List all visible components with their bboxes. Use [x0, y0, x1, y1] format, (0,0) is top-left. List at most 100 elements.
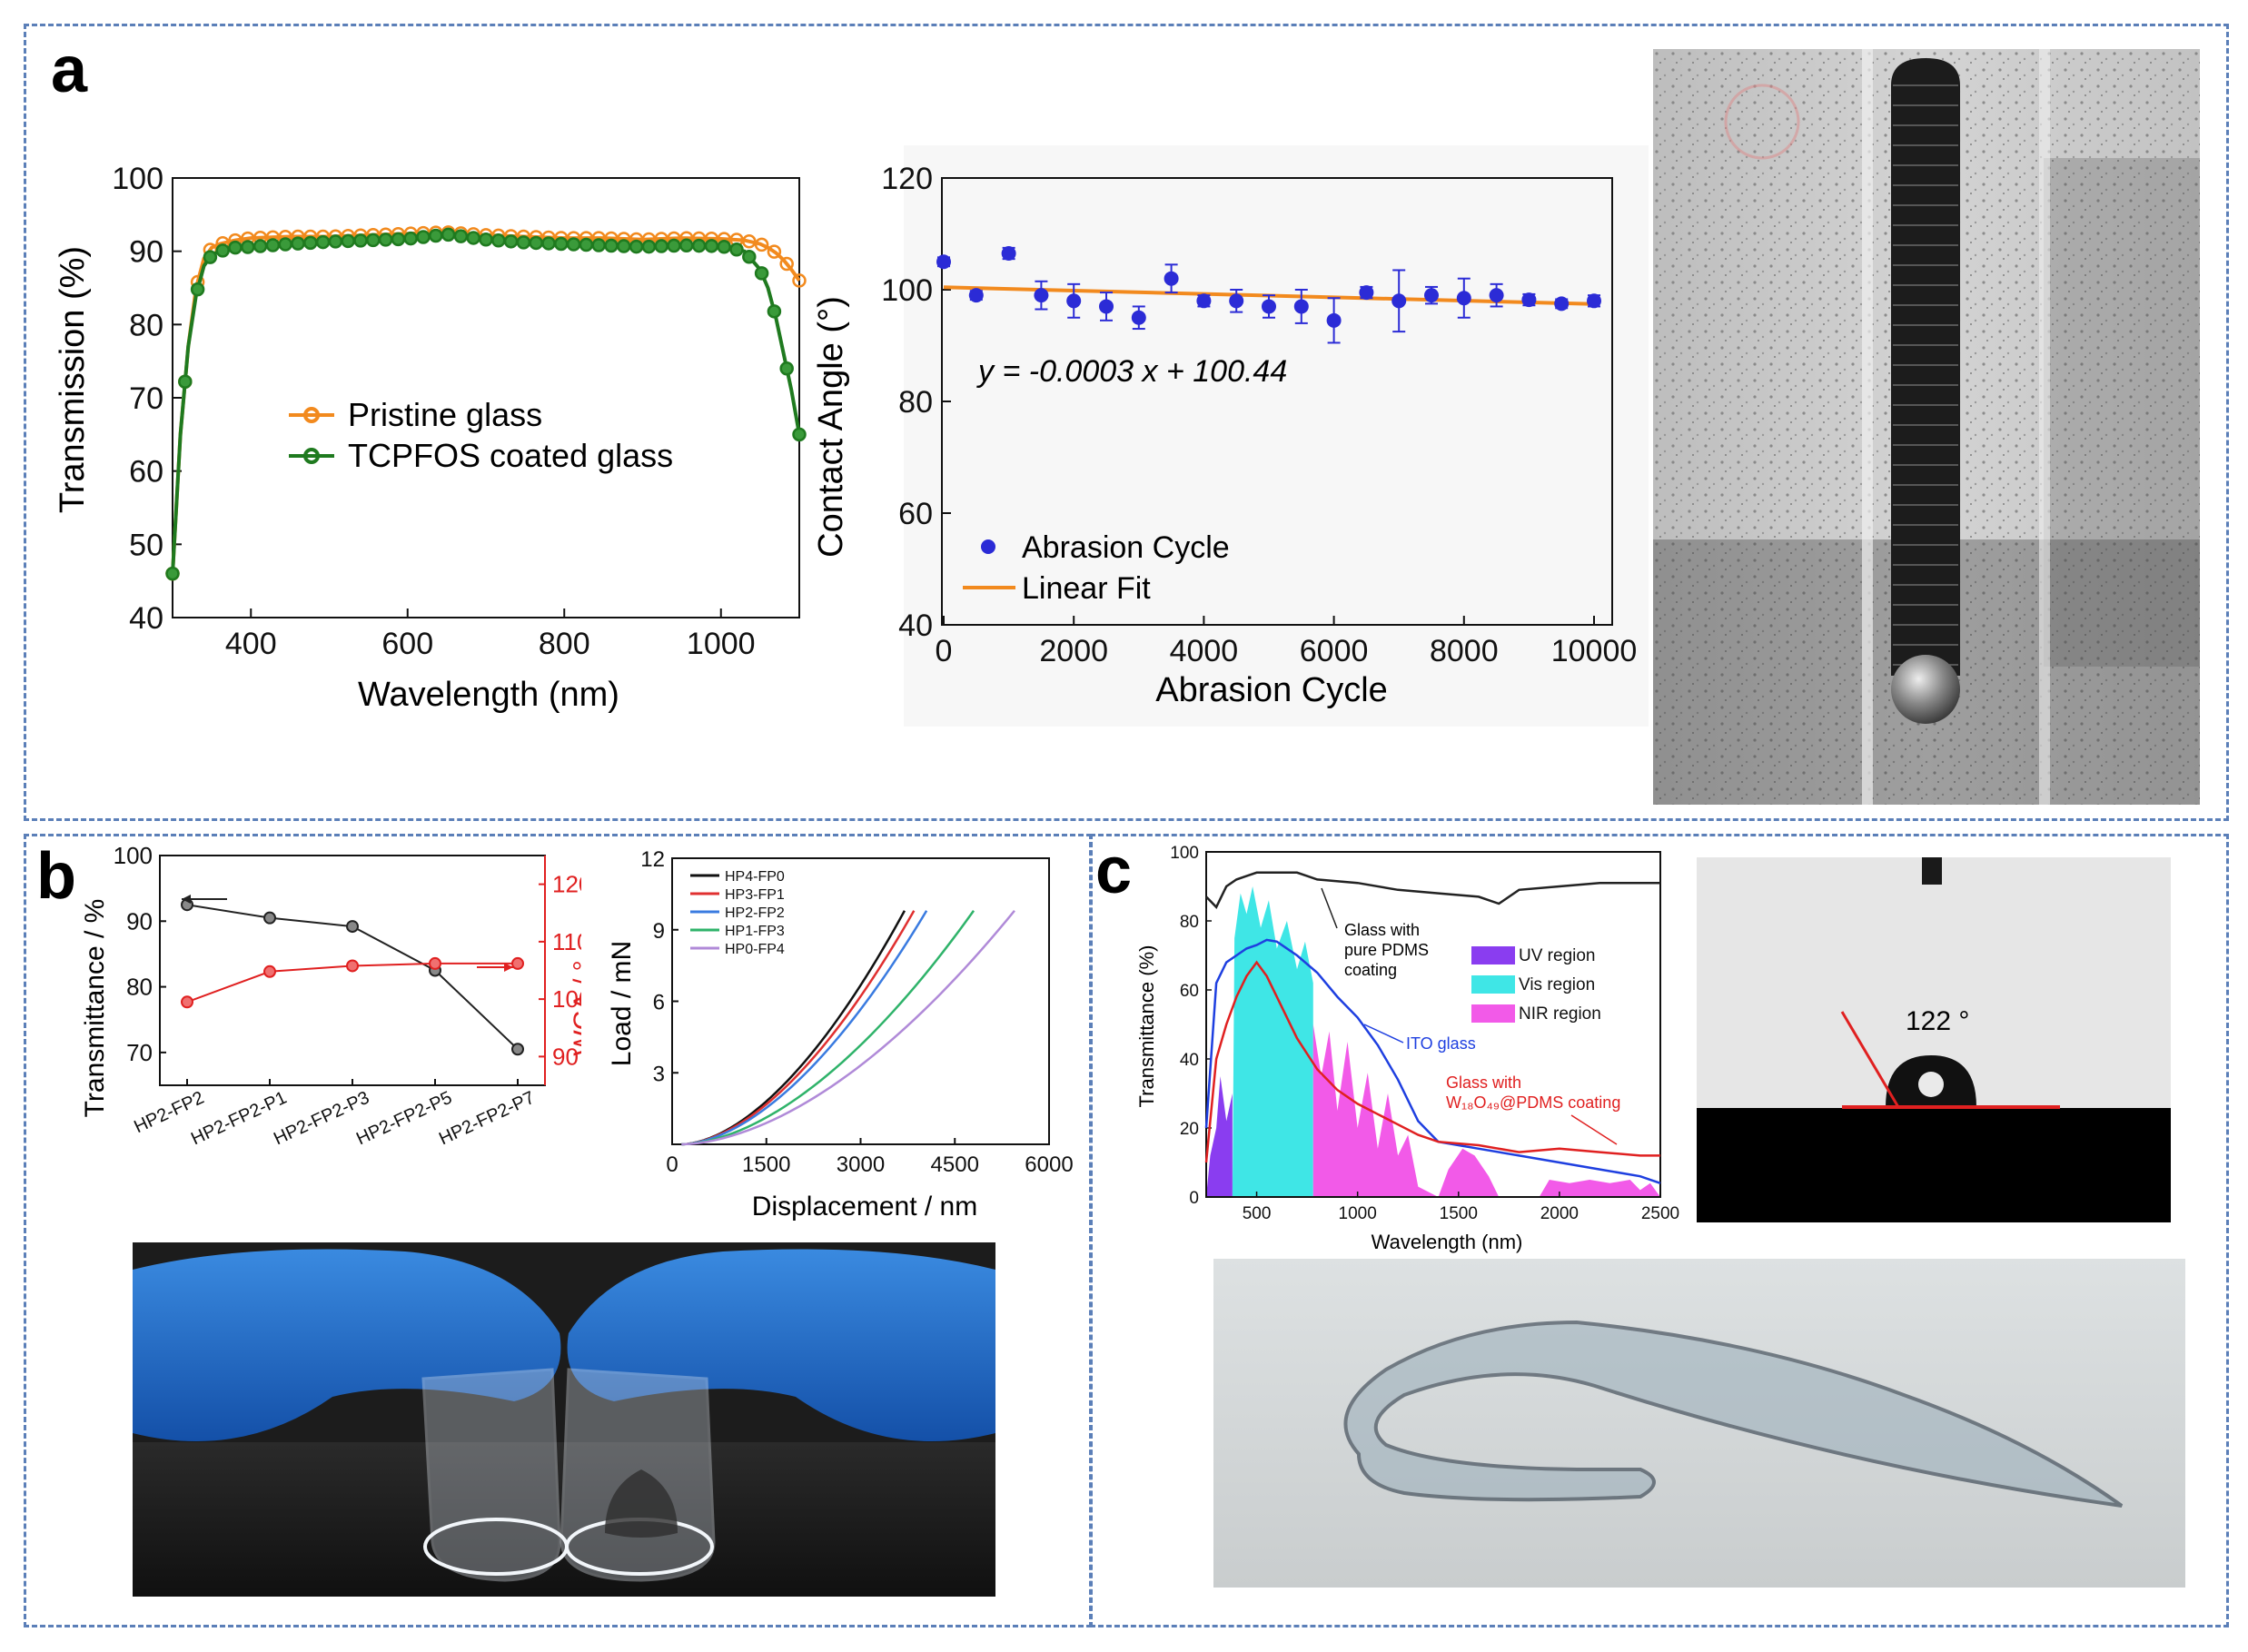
chart-c-ylabel: Transmittance (%) [1135, 945, 1158, 1108]
series-point [541, 236, 556, 251]
data-point [1521, 292, 1537, 308]
chart-b2-xlabel: Displacement / nm [752, 1192, 977, 1222]
y-tick-label: 100 [112, 162, 163, 196]
chart-a2-legend: Abrasion Cycle Linear Fit [963, 530, 1230, 606]
series-point [529, 235, 543, 251]
series-point [181, 995, 193, 1009]
data-point [1359, 285, 1374, 301]
series-line-2 [1204, 960, 1660, 1163]
data-point [968, 288, 984, 303]
annot-w18-2: W₁₈O₄₉@PDMS coating [1446, 1093, 1620, 1112]
series-point [516, 235, 531, 250]
series-point [165, 566, 180, 581]
x-tick-label: 2000 [1540, 1204, 1579, 1223]
legend-label-pristine: Pristine glass [348, 396, 542, 433]
series-point [241, 240, 255, 254]
chart-background [904, 145, 1649, 727]
annot-pdms-2: pure PDMS [1344, 941, 1429, 959]
series-point [263, 964, 276, 978]
series-point [779, 256, 794, 272]
data-point [1554, 296, 1570, 312]
data-point [1587, 293, 1601, 309]
series-point [754, 237, 769, 252]
series-point [654, 239, 668, 253]
series-point [315, 234, 331, 250]
chart-a1-ylabel: Transmission (%) [54, 246, 92, 513]
chart-c-xlabel: Wavelength (nm) [1372, 1231, 1523, 1253]
series-point [291, 236, 305, 251]
series-point [253, 239, 268, 253]
y-tick-label: 40 [898, 608, 933, 643]
legend-swatch [1471, 946, 1515, 964]
legend-swatch [1471, 1004, 1515, 1023]
series-point [366, 232, 381, 248]
data-point [1262, 299, 1276, 314]
x-tick-label: 0 [666, 1152, 678, 1177]
y-tick-label: 60 [129, 455, 163, 490]
series-line-0 [1205, 871, 1660, 909]
y-tick-label: 6 [653, 991, 665, 1015]
series-point [617, 239, 631, 253]
legend-label: NIR region [1519, 1004, 1601, 1024]
series-point [779, 361, 794, 376]
y-tick-label: 80 [126, 974, 153, 1001]
photo-contact-angle: 122 ° [1697, 857, 2171, 1222]
data-point [1391, 293, 1407, 309]
data-point [936, 254, 951, 270]
chart-a2-ylabel: Contact Angle (°) [813, 296, 850, 558]
x-tick-label: 500 [1243, 1204, 1272, 1223]
chart-b1-ylabel: Transmittance / % [80, 899, 110, 1118]
series-point [278, 237, 292, 252]
series-point [792, 427, 807, 442]
y-tick-label: 100 [881, 273, 933, 308]
axis-arrow-right [477, 963, 513, 972]
contact-angle-label: 122 ° [1906, 1006, 1969, 1036]
y-tick-label: 90 [126, 907, 153, 935]
data-point [1164, 271, 1179, 286]
series-point [416, 230, 431, 244]
chart-a-transmission: 40 50 60 70 80 90 100 400 600 800 1000 Wavelength … [54, 162, 807, 714]
category-label: HP2-FP2-P7 [436, 1088, 538, 1150]
y2-tick-label: 100 [552, 985, 581, 1013]
data-point [1196, 293, 1212, 309]
series-point [691, 238, 707, 253]
series-point [566, 237, 581, 252]
y-tick-label: 20 [1180, 1120, 1199, 1139]
legend-swatch [1471, 975, 1515, 994]
legend-label-tcpfos: TCPFOS coated glass [348, 437, 673, 474]
series-point [341, 233, 355, 249]
legend-label: UV region [1519, 946, 1596, 965]
series-point [391, 232, 406, 247]
series-point [346, 920, 359, 934]
series-point [667, 238, 681, 253]
legend-label: HP2-FP2 [725, 905, 785, 921]
axis-arrow-left [182, 895, 227, 904]
legend-label: Vis region [1519, 975, 1595, 994]
series-point [178, 374, 193, 390]
y-tick-label: 90 [129, 235, 163, 270]
legend-label: HP1-FP3 [725, 924, 785, 939]
chart-c-legend: UV region Vis region NIR region [1471, 946, 1601, 1024]
photo-bent-film [1213, 1259, 2185, 1588]
data-point [1489, 288, 1504, 303]
series-point [353, 233, 368, 248]
series-point [265, 238, 281, 252]
series-point [767, 244, 782, 259]
series-point [742, 249, 757, 264]
plot-frame [1205, 851, 1661, 1198]
y-tick-label: 100 [114, 845, 153, 869]
photo-flexible-films [133, 1242, 995, 1597]
x-tick-label: 400 [225, 627, 277, 661]
chart-b-load-displacement: 3 6 9 12 0 1500 3000 4500 6000 Displacement / nm… [607, 847, 1074, 1222]
data-point [1293, 299, 1309, 314]
x-tick-label: 6000 [1300, 634, 1369, 668]
y-tick-label: 80 [129, 308, 163, 342]
chart-a1-xlabel: Wavelength (nm) [358, 676, 619, 714]
x-tick-label: 4500 [931, 1152, 979, 1177]
series-point [511, 1043, 524, 1056]
y-tick-label: 9 [653, 919, 665, 944]
chart-c-transmittance: 0 20 40 60 80 100 500 1000 1500 2000 2500 Waveleng… [1135, 845, 1679, 1253]
panel-c-frame [1090, 834, 2229, 1627]
chart-b-transmittance-wca: 70809010090100110120HP2-FP2HP2-FP2-P1HP2… [80, 845, 581, 1150]
data-point [1001, 246, 1016, 262]
